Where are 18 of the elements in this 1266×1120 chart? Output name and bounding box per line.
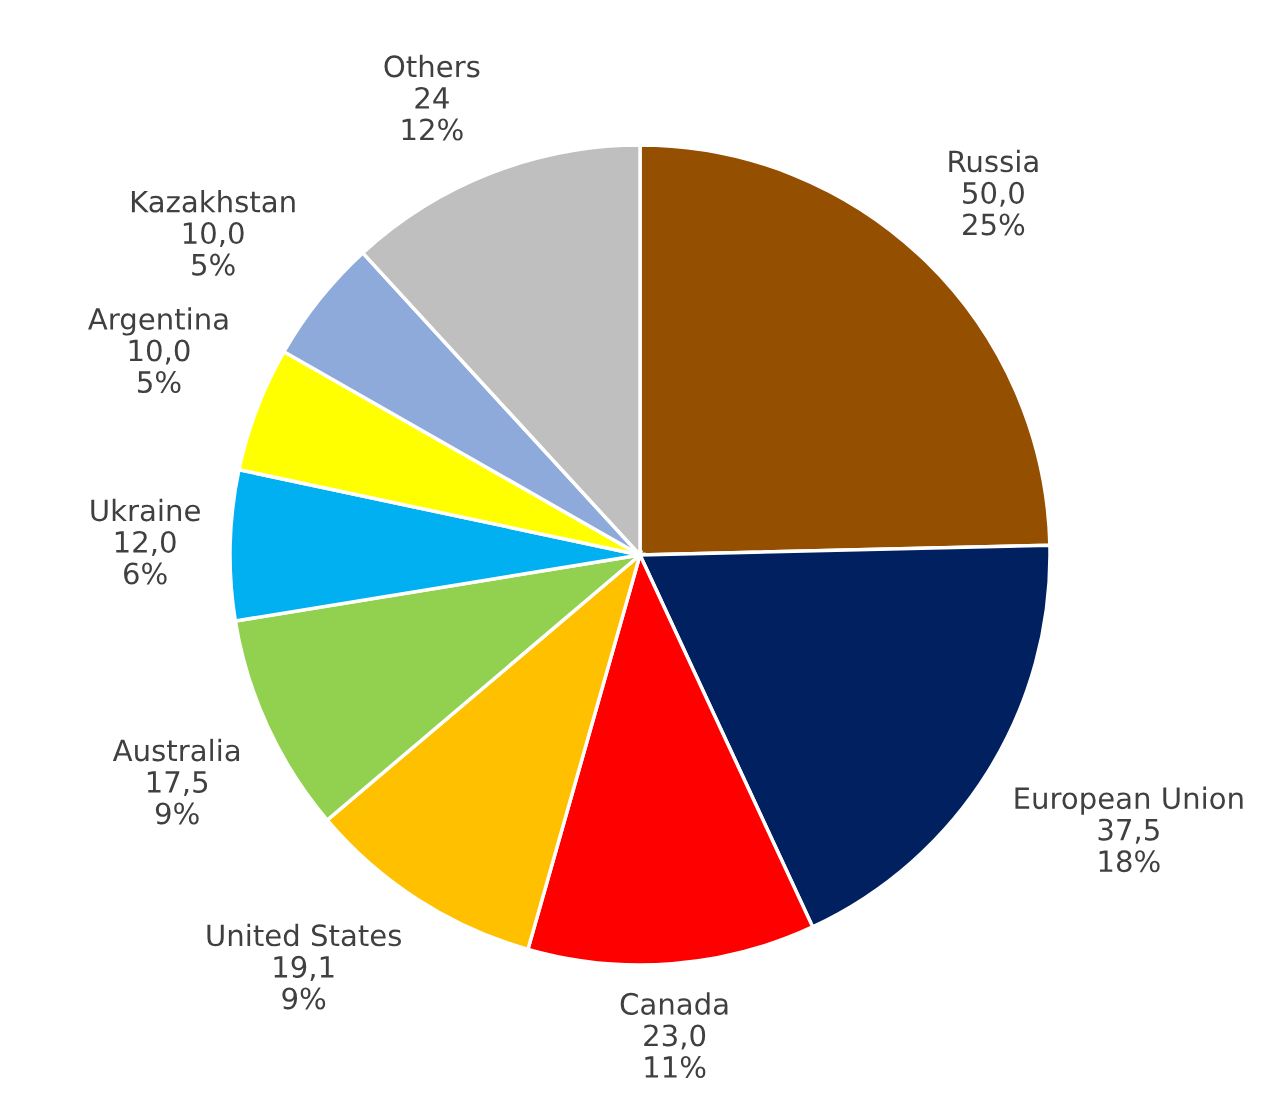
slice-label: European Union <box>1015 786 1243 815</box>
data-label: 10,0 5% <box>183 222 244 276</box>
data-label: 24 12% <box>402 86 463 141</box>
slice-label: Kazakhstan <box>131 189 295 213</box>
data-label: 50,0 25% <box>963 181 1025 236</box>
data-label: 37,5 18% <box>1098 818 1160 873</box>
data-label: 23,0 11% <box>644 1024 706 1079</box>
data-label: 19,1 9% <box>274 955 334 1010</box>
data-label: 12,0 6% <box>115 530 176 585</box>
slice-label: Russia <box>949 149 1038 173</box>
slice-label: Others <box>384 54 480 78</box>
slice-label: Australia <box>112 738 240 762</box>
slice-label: Argentina <box>88 307 228 336</box>
slice-label: Ukraine <box>91 498 200 522</box>
slice-label: United States <box>207 923 401 947</box>
slice-label: Canada <box>620 992 728 1015</box>
data-label: 17,5 9% <box>147 771 208 825</box>
data-label: 10,0 5% <box>129 339 190 394</box>
